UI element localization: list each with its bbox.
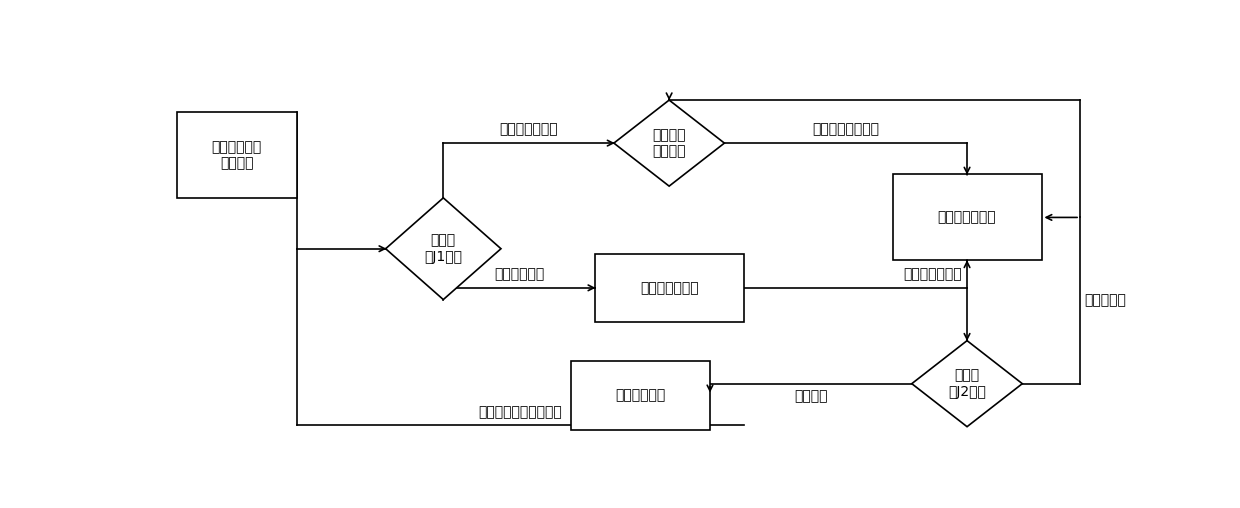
Polygon shape — [614, 100, 724, 186]
Bar — [176, 112, 296, 198]
Bar — [595, 253, 744, 322]
Text: 无法区分语音音乐: 无法区分语音音乐 — [812, 122, 879, 136]
Text: 进一步音频分解: 进一步音频分解 — [937, 210, 997, 225]
Text: 已经达到门限值: 已经达到门限值 — [500, 122, 558, 136]
Text: 进行门
限J2判别: 进行门 限J2判别 — [949, 369, 986, 399]
Text: 得到最终矩阵: 得到最终矩阵 — [615, 389, 666, 402]
Text: 未达到门限: 未达到门限 — [1085, 294, 1127, 307]
Polygon shape — [386, 198, 501, 300]
Text: 进一步音频分解: 进一步音频分解 — [640, 281, 698, 295]
Text: 进行门
限J1判别: 进行门 限J1判别 — [424, 234, 463, 264]
Text: 未达到门限值: 未达到门限值 — [494, 267, 544, 281]
Text: 达到门限: 达到门限 — [794, 390, 827, 403]
Text: 获得初始音频
开始分解: 获得初始音频 开始分解 — [212, 140, 262, 170]
Text: 分解之后重新进行判别: 分解之后重新进行判别 — [479, 405, 562, 419]
Bar — [570, 361, 711, 430]
Text: 进行语音
音乐判别: 进行语音 音乐判别 — [652, 128, 686, 158]
Polygon shape — [911, 341, 1022, 427]
Bar — [893, 174, 1042, 261]
Text: 可区分语音音乐: 可区分语音音乐 — [904, 267, 962, 281]
